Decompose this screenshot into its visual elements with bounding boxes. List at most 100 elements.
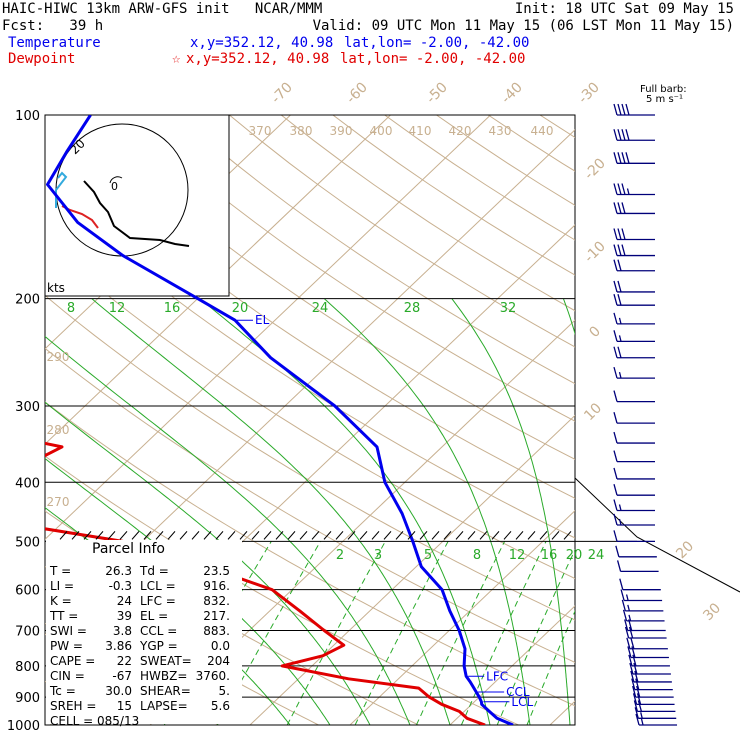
pressure-label: 200: [15, 293, 40, 308]
wind-barb-flag: [617, 293, 622, 306]
dry-adiabat-label: 440: [531, 124, 554, 138]
wind-barb: [628, 654, 670, 667]
parcel-field-value: 916.: [203, 579, 230, 593]
isotherm-label: -30: [575, 79, 602, 106]
wind-barb-flag: [613, 183, 618, 195]
moist-adiabat-label: 12: [109, 301, 126, 316]
isobar-tick: [479, 531, 488, 540]
wind-barb-half-flag: [640, 712, 643, 719]
parcel-field-value: -0.3: [109, 579, 132, 593]
parcel-field-label: CIN =: [50, 669, 85, 683]
isobar-tick: [287, 531, 296, 540]
level-lcl-label: LCL: [511, 695, 533, 709]
isobar-tick: [215, 531, 224, 540]
dry-adiabat-label: 370: [249, 124, 272, 138]
wind-barb: [627, 646, 669, 659]
isotherm-label: -20: [581, 155, 608, 182]
wind-barb-flag: [616, 560, 622, 572]
level-lfc-label: LFC: [486, 669, 508, 683]
parcel-field-value: 15: [117, 699, 132, 713]
isobar-tick: [227, 531, 236, 540]
wind-barb-flag: [613, 312, 618, 325]
wind-barb-flag: [621, 152, 626, 164]
isobar-tick: [491, 531, 500, 540]
wind-barb-half-flag: [627, 604, 630, 612]
isotherm-label: 0: [586, 323, 604, 341]
pressure-label: 300: [15, 400, 40, 415]
wind-barb-flag: [636, 693, 642, 705]
isobar-tick: [431, 531, 440, 540]
parcel-field-value: 0.0: [211, 639, 230, 653]
mixing-ratio-label: 12: [509, 548, 526, 563]
isobar-tick: [407, 531, 416, 540]
dewpoint-profile-line: [45, 441, 486, 725]
level-ccl-label: CCL: [506, 685, 530, 699]
isobar-tick: [323, 531, 332, 540]
wind-barb-flag: [613, 228, 618, 240]
parcel-field-value: 23.5: [203, 564, 230, 578]
wind-barb-flag: [617, 259, 622, 271]
parcel-field-label: SWI =: [50, 624, 87, 638]
pressure-label: 400: [15, 476, 40, 491]
dry-adiabat-label: 380: [290, 124, 313, 138]
wind-barb: [616, 560, 659, 573]
moist-adiabat-label: 16: [164, 301, 181, 316]
wind-barb-flag: [621, 244, 626, 256]
wind-barb: [632, 685, 674, 698]
dry-adiabat-line: [73, 115, 575, 460]
parcel-field-value: 3760.: [196, 669, 230, 683]
dry-adiabat-line: [125, 115, 575, 422]
pressure-label: 500: [15, 535, 40, 550]
fcst-line: Fcst: 39 h: [2, 18, 104, 34]
isobar-tick: [551, 531, 560, 540]
dry-adiabat-line: [45, 401, 575, 707]
wind-barb-flag: [632, 685, 637, 698]
wind-barb-flag: [615, 545, 620, 557]
wind-barb: [613, 390, 655, 403]
pressure-label: 100: [15, 109, 40, 124]
wind-barb-flag: [636, 685, 641, 698]
barb-legend-line1: Full barb:: [640, 84, 687, 95]
isobar-tick: [419, 531, 428, 540]
isobar-tick: [59, 531, 68, 540]
parcel-info-title: Parcel Info: [92, 541, 165, 557]
pressure-label: 1000: [7, 719, 40, 734]
wind-barb-flag: [621, 103, 626, 116]
wind-barb: [613, 244, 655, 257]
isotherm-line: [149, 319, 575, 725]
mixing-ratio-line: [354, 541, 449, 725]
wind-barb-flag: [613, 499, 618, 511]
isotherm-line: [45, 115, 391, 445]
isobar-tick: [383, 531, 392, 540]
isobar-tick: [527, 531, 536, 540]
dry-adiabat-label: 280: [47, 423, 70, 437]
dewpoint-legend-latlon: lat,lon= -2.00, -42.00: [340, 51, 526, 67]
wind-barb-flag: [621, 228, 626, 240]
isobar-tick: [179, 531, 188, 540]
wind-barb-flag: [621, 183, 626, 195]
moist-adiabat-line: [650, 299, 659, 725]
wind-barb-flag: [628, 626, 634, 639]
parcel-field-value: 5.6: [211, 699, 230, 713]
wind-barb-flag: [613, 366, 618, 379]
hodograph-storm-arc: [109, 176, 123, 184]
parcel-field-value: 5.: [219, 684, 230, 698]
dry-adiabat-label: 410: [409, 124, 432, 138]
wind-barb-flag: [617, 183, 622, 195]
wind-barb-flag: [622, 609, 628, 622]
wind-barb-flag: [625, 152, 630, 164]
isobar-tick: [191, 531, 200, 540]
isotherm-label: -70: [268, 79, 295, 106]
wind-barb-flag: [613, 293, 618, 306]
barb-frame-line: [574, 477, 740, 593]
dry-adiabat-label: 270: [47, 495, 70, 509]
parcel-field-label: K =: [50, 594, 72, 608]
dry-adiabat-line: [0, 115, 40, 738]
wind-barb: [613, 183, 655, 196]
wind-barb: [624, 626, 667, 639]
isobar-tick: [347, 531, 356, 540]
wind-barb-flag: [627, 646, 632, 658]
wind-barb-flag: [634, 670, 639, 683]
isobar-tick: [335, 531, 344, 540]
